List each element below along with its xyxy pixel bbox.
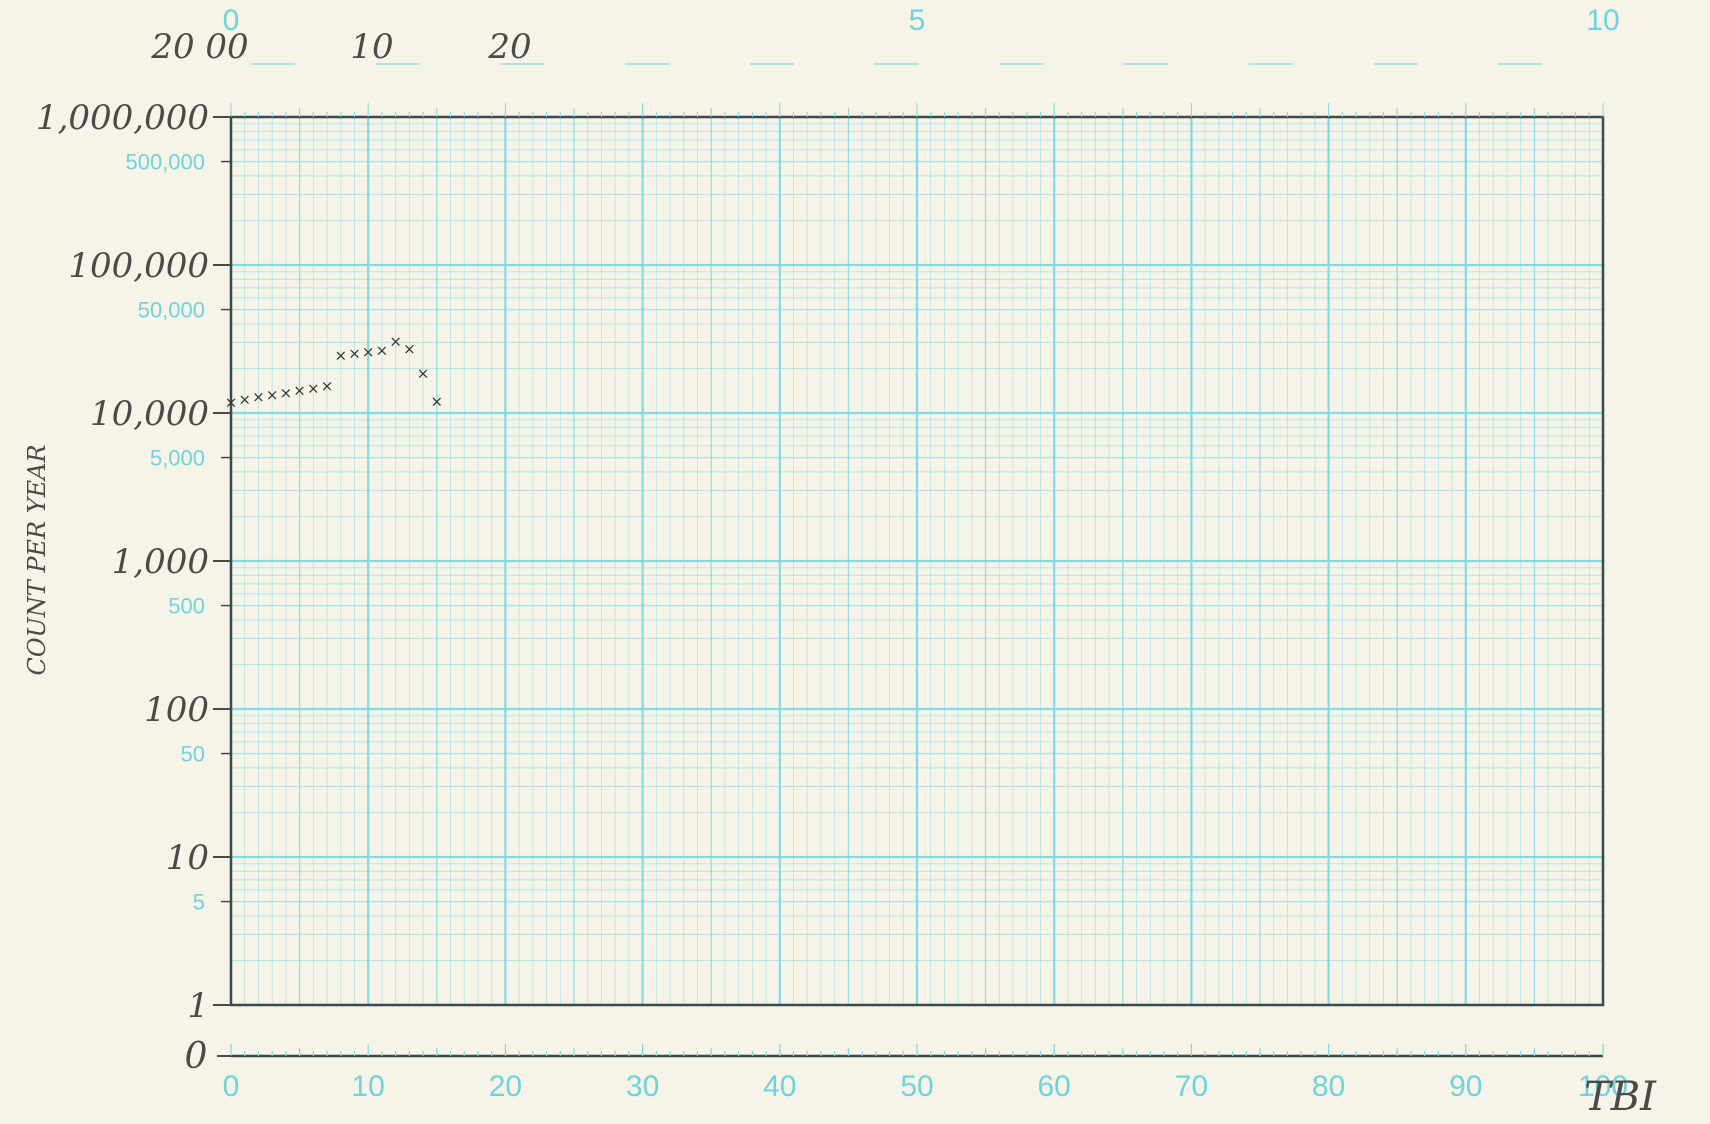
data-point: ×: [362, 343, 375, 361]
data-point: ×: [307, 380, 320, 398]
y-tick-label-printed: 500,000: [125, 150, 205, 175]
y-tick-label: 10,000: [90, 394, 209, 434]
data-point: ×: [334, 346, 347, 364]
data-point: ×: [417, 364, 430, 382]
y-tick-label: 100: [144, 690, 209, 730]
y-tick-label: 1: [187, 986, 209, 1026]
data-point: ×: [293, 381, 306, 399]
data-point: ×: [266, 386, 279, 404]
x-tick-label: 10: [352, 1070, 385, 1103]
y-tick-label: 10: [166, 838, 209, 878]
y-tick-label-printed: 50,000: [138, 298, 205, 323]
top-printed-label: 0: [223, 4, 240, 37]
y-tick-label-printed: 5: [193, 890, 205, 915]
x-tick-label: 0: [223, 1070, 240, 1103]
x-tick-label: 60: [1038, 1070, 1071, 1103]
x-tick-label: 100: [1578, 1070, 1628, 1103]
data-point: ×: [348, 344, 361, 362]
x-tick-label: 20: [489, 1070, 522, 1103]
y-tick-label-printed: 5,000: [150, 446, 205, 471]
y-tick-label-printed: 500: [168, 594, 205, 619]
data-point: ×: [280, 384, 293, 402]
y-tick-label-printed: 50: [181, 742, 205, 767]
data-point: ×: [403, 340, 416, 358]
data-point: ×: [238, 391, 251, 409]
y-tick-label: 1,000,000: [36, 98, 209, 138]
x-tick-label: 30: [626, 1070, 659, 1103]
top-handwritten-label: 20 00: [150, 27, 248, 67]
y-axis: 1,000,000 100,000 10,000 1,000 100 10 1 500,000…: [36, 98, 231, 1026]
top-printed-label: 10: [1586, 4, 1619, 37]
x-tick-label: 70: [1175, 1070, 1208, 1103]
y-tick-label: 100,000: [68, 246, 209, 286]
x-tick-label: 90: [1449, 1070, 1482, 1103]
top-axis: 0 5 10 20 00 10 20: [150, 4, 1620, 117]
bottom-axis: 00 10 20 30 40 50 60 70 80 90 100: [185, 1036, 1628, 1103]
data-point: ×: [252, 388, 265, 406]
top-handwritten-label: 20: [487, 27, 531, 67]
top-printed-label: 5: [909, 4, 926, 37]
data-point: ×: [431, 392, 444, 410]
data-point: ×: [376, 341, 389, 359]
x-tick-label: 50: [900, 1070, 933, 1103]
y-axis-label: COUNT PER YEAR: [23, 444, 51, 675]
zero-label: 0: [185, 1036, 208, 1077]
data-point: ×: [225, 393, 238, 411]
data-point: ×: [321, 377, 334, 395]
data-points: × × × × × × × ×× × × ×× ×××: [225, 332, 443, 411]
x-tick-label: 40: [763, 1070, 796, 1103]
x-tick-label: 80: [1312, 1070, 1345, 1103]
data-point: ×: [389, 332, 402, 350]
y-tick-label: 1,000: [112, 542, 209, 582]
top-handwritten-label: 10: [350, 27, 393, 67]
corner-label: TBI: [1584, 1074, 1657, 1120]
